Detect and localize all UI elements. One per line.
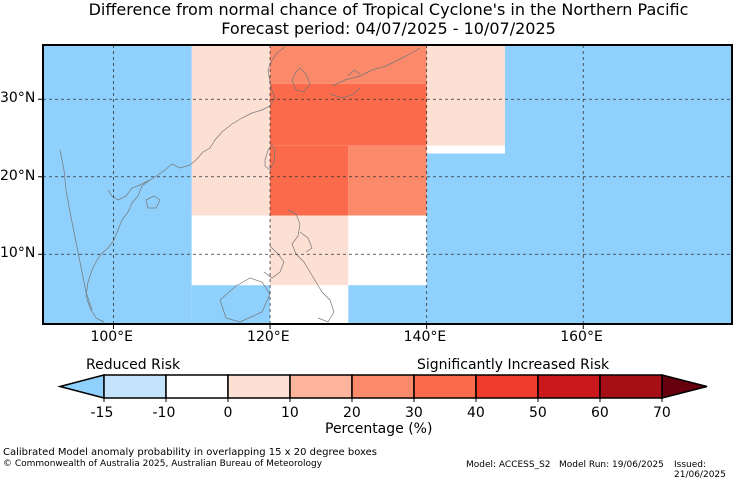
- lat-tick-10n: 10°N: [0, 245, 36, 262]
- chart-subtitle: Forecast period: 04/07/2025 - 10/07/2025: [221, 19, 556, 38]
- colorbar-tick-label: 0: [223, 405, 233, 421]
- anomaly-cell: [348, 215, 427, 286]
- colorbar-segment: [537, 374, 601, 399]
- map-canvas: [38, 44, 733, 402]
- colorbar-segment: [413, 374, 477, 399]
- colorbar-segment: [103, 374, 167, 399]
- footer-copyright: © Commonwealth of Australia 2025, Austra…: [3, 459, 323, 469]
- lat-tick-20n: 20°N: [0, 167, 36, 184]
- colorbar-segment: [227, 374, 291, 399]
- lon-tick-160e: 160°E: [560, 329, 603, 345]
- anomaly-cell: [270, 83, 427, 146]
- colorbar-extend-low: [57, 374, 105, 399]
- footer-issued: Issued: 21/06/2025: [674, 460, 726, 480]
- colorbar-segment: [351, 374, 415, 399]
- colorbar-axis-label: Percentage (%): [325, 421, 433, 437]
- footer-model-run: Model Run: 19/06/2025: [559, 460, 664, 470]
- lon-tick-140e: 140°E: [403, 329, 447, 345]
- reduced-risk-label: Reduced Risk: [86, 357, 181, 373]
- colorbar-tick-label: 70: [653, 405, 671, 421]
- colorbar-segment: [289, 374, 353, 399]
- anomaly-cell: [191, 45, 271, 216]
- colorbar-tick-label: 30: [405, 405, 423, 421]
- chart-title: Difference from normal chance of Tropica…: [88, 0, 689, 19]
- lon-tick-100e: 100°E: [90, 329, 134, 345]
- colorbar-segment: [475, 374, 539, 399]
- colorbar: [57, 374, 708, 402]
- map-frame: [42, 44, 733, 325]
- anomaly-cell: [270, 285, 349, 324]
- colorbar-tick-label: 60: [591, 405, 609, 421]
- colorbar-tick-label: 40: [467, 405, 485, 421]
- axis-ticks: [38, 98, 584, 329]
- footer-model: Model: ACCESS_S2: [466, 460, 551, 470]
- anomaly-cell: [426, 153, 732, 324]
- anomaly-cell: [270, 145, 349, 216]
- anomaly-cell: [270, 45, 427, 84]
- colorbar-tick-label: 50: [529, 405, 547, 421]
- lat-tick-30n: 30°N: [0, 90, 36, 107]
- increased-risk-label: Significantly Increased Risk: [417, 357, 610, 373]
- anomaly-cell: [348, 285, 427, 324]
- colorbar-extend-high: [661, 374, 708, 399]
- colorbar-tick-label: -15: [90, 405, 114, 421]
- anomaly-cell: [191, 215, 271, 286]
- colorbar-tick-label: 10: [281, 405, 299, 421]
- anomaly-cell: [426, 45, 505, 146]
- footer-note: Calibrated Model anomaly probability in …: [3, 447, 378, 458]
- colorbar-tick-label: -10: [152, 405, 176, 421]
- coastline: [59, 46, 421, 323]
- anomaly-cell: [270, 215, 349, 286]
- anomaly-cell: [348, 145, 427, 216]
- anomaly-cell: [43, 45, 192, 324]
- colorbar-tick-label: 20: [343, 405, 361, 421]
- anomaly-cell: [191, 285, 271, 324]
- lon-tick-120e: 120°E: [247, 329, 290, 345]
- anomaly-cells: [43, 45, 732, 324]
- colorbar-segment: [165, 374, 229, 399]
- map-gridlines: [43, 45, 732, 324]
- colorbar-segment: [599, 374, 663, 399]
